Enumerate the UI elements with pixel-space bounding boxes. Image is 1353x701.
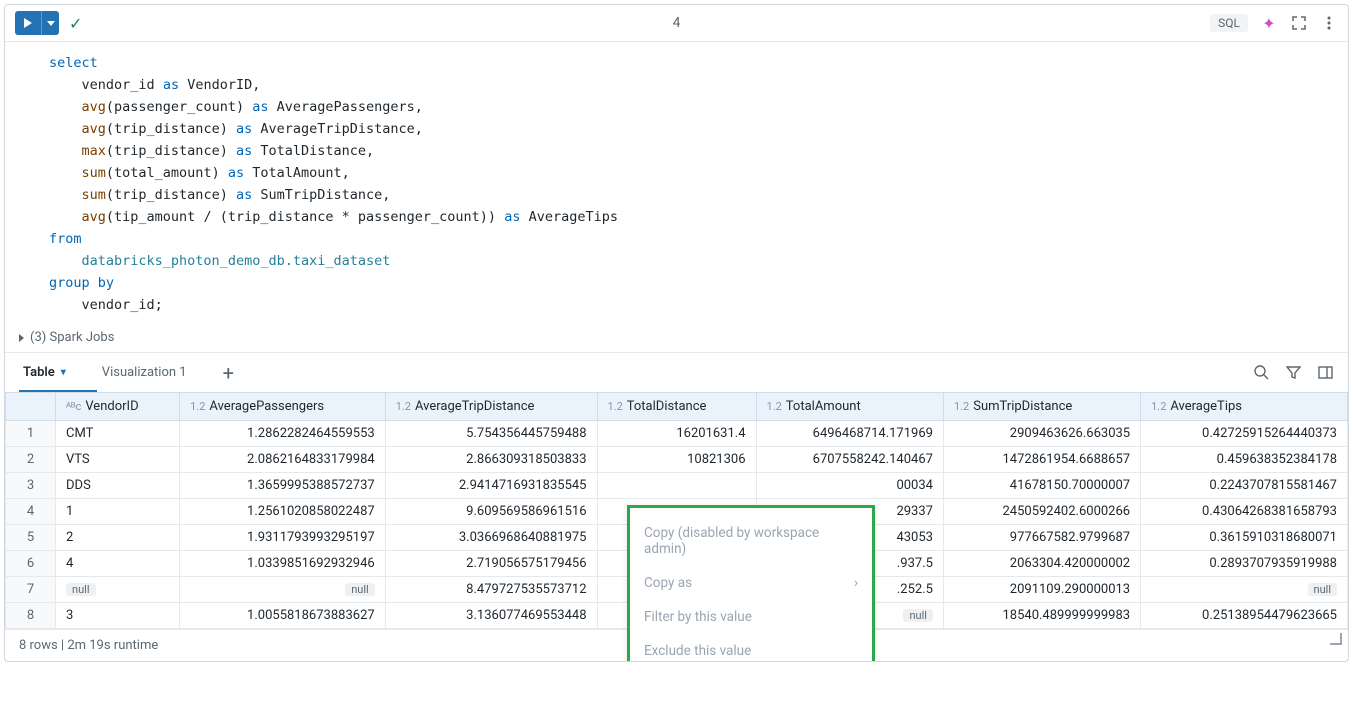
col-sumtripdistance[interactable]: 1.2SumTripDistance [943, 393, 1140, 421]
data-cell[interactable]: 3.0366968640881975 [385, 525, 597, 551]
resize-handle-icon[interactable] [1330, 633, 1342, 645]
kebab-menu-icon[interactable] [1320, 14, 1338, 32]
data-cell[interactable]: 0.25138954479623665 [1141, 603, 1348, 629]
data-cell[interactable]: 0.2243707815581467 [1141, 473, 1348, 499]
data-cell[interactable]: 2.866309318503833 [385, 447, 597, 473]
data-cell[interactable]: 1.9311793993295197 [180, 525, 386, 551]
spark-jobs-toggle[interactable]: (3) Spark Jobs [5, 324, 1348, 352]
data-cell[interactable]: 2 [56, 525, 180, 551]
chevron-down-icon: ▾ [61, 367, 66, 378]
cell-toolbar: ✓ 4 SQL ✦ [5, 5, 1348, 42]
run-button-group [15, 11, 59, 35]
data-cell[interactable]: 977667582.9799687 [943, 525, 1140, 551]
data-cell[interactable]: 6707558242.140467 [756, 447, 943, 473]
data-cell[interactable]: 1.2561020858022487 [180, 499, 386, 525]
context-menu: Copy (disabled by workspace admin) Copy … [627, 505, 875, 662]
menu-copy-disabled: Copy (disabled by workspace admin) [630, 516, 872, 566]
data-cell[interactable]: 1.2862282464559553 [180, 421, 386, 447]
success-check-icon: ✓ [69, 14, 82, 33]
rownum-cell[interactable]: 4 [6, 499, 56, 525]
data-cell[interactable]: 0.459638352384178 [1141, 447, 1348, 473]
data-cell[interactable]: 2.0862164833179984 [180, 447, 386, 473]
data-cell[interactable]: 2091109.290000013 [943, 577, 1140, 603]
data-cell[interactable]: 1.0339851692932946 [180, 551, 386, 577]
col-totalamount[interactable]: 1.2TotalAmount [756, 393, 943, 421]
result-tabs: Table ▾ Visualization 1 + [5, 352, 1348, 392]
data-cell[interactable]: 0.2893707935919988 [1141, 551, 1348, 577]
data-cell[interactable]: 8.479727535573712 [385, 577, 597, 603]
filter-icon[interactable] [1284, 364, 1302, 382]
sql-editor[interactable]: select vendor_id as VendorID, avg(passen… [5, 42, 1348, 324]
data-cell[interactable]: 6496468714.171969 [756, 421, 943, 447]
cell-number: 4 [673, 15, 681, 31]
col-vendorid[interactable]: ᴬᴮcVendorID [56, 393, 180, 421]
spark-jobs-label: (3) Spark Jobs [30, 330, 114, 345]
tab-table-label: Table [23, 365, 55, 380]
rownum-cell[interactable]: 2 [6, 447, 56, 473]
data-cell[interactable]: 5.754356445759488 [385, 421, 597, 447]
data-cell[interactable]: null [1141, 577, 1348, 603]
col-avgtripdistance[interactable]: 1.2AverageTripDistance [385, 393, 597, 421]
data-cell[interactable]: 2909463626.663035 [943, 421, 1140, 447]
run-button[interactable] [15, 11, 41, 35]
data-cell[interactable]: 41678150.70000007 [943, 473, 1140, 499]
data-cell[interactable] [597, 473, 756, 499]
tab-viz1-label: Visualization 1 [102, 365, 187, 380]
data-cell[interactable]: 2.9414716931835545 [385, 473, 597, 499]
data-cell[interactable]: CMT [56, 421, 180, 447]
data-cell[interactable]: null [180, 577, 386, 603]
expand-icon[interactable] [1290, 14, 1308, 32]
add-tab-button[interactable]: + [223, 361, 234, 385]
data-cell[interactable]: 1 [56, 499, 180, 525]
rownum-cell[interactable]: 7 [6, 577, 56, 603]
col-averagetips[interactable]: 1.2AverageTips [1141, 393, 1348, 421]
data-cell[interactable]: 0.42725915264440373 [1141, 421, 1348, 447]
rownum-cell[interactable]: 6 [6, 551, 56, 577]
header-row: ᴬᴮcVendorID 1.2AveragePassengers 1.2Aver… [6, 393, 1348, 421]
data-cell[interactable]: 16201631.4 [597, 421, 756, 447]
caret-right-icon [19, 334, 24, 342]
data-cell[interactable]: 18540.489999999983 [943, 603, 1140, 629]
data-cell[interactable]: 4 [56, 551, 180, 577]
tab-table[interactable]: Table ▾ [19, 353, 70, 392]
rownum-cell[interactable]: 5 [6, 525, 56, 551]
data-cell[interactable]: 1472861954.6688657 [943, 447, 1140, 473]
table-row[interactable]: 1CMT1.28622824645595535.7543564457594881… [6, 421, 1348, 447]
data-cell[interactable]: 0.3615910318680071 [1141, 525, 1348, 551]
table-row[interactable]: 3DDS1.36599953885727372.9414716931835545… [6, 473, 1348, 499]
side-panel-icon[interactable] [1316, 364, 1334, 382]
rownum-cell[interactable]: 8 [6, 603, 56, 629]
rownum-header [6, 393, 56, 421]
rownum-cell[interactable]: 3 [6, 473, 56, 499]
data-cell[interactable]: 2450592402.6000266 [943, 499, 1140, 525]
table-row[interactable]: 2VTS2.08621648331799842.8663093185038331… [6, 447, 1348, 473]
data-cell[interactable]: 3.136077469553448 [385, 603, 597, 629]
data-cell[interactable]: 1.3659995388572737 [180, 473, 386, 499]
menu-copy-as[interactable]: Copy as› [630, 566, 872, 600]
tab-visualization-1[interactable]: Visualization 1 [98, 353, 191, 392]
chevron-right-icon: › [854, 575, 858, 591]
assistant-icon[interactable]: ✦ [1260, 14, 1278, 32]
data-cell[interactable]: 3 [56, 603, 180, 629]
rownum-cell[interactable]: 1 [6, 421, 56, 447]
data-cell[interactable]: VTS [56, 447, 180, 473]
data-cell[interactable]: 00034 [756, 473, 943, 499]
run-dropdown[interactable] [41, 11, 59, 35]
data-cell[interactable]: null [56, 577, 180, 603]
col-totaldistance[interactable]: 1.2TotalDistance [597, 393, 756, 421]
search-icon[interactable] [1252, 364, 1270, 382]
data-cell[interactable]: DDS [56, 473, 180, 499]
col-avgpassengers[interactable]: 1.2AveragePassengers [180, 393, 386, 421]
data-cell[interactable]: 2.719056575179456 [385, 551, 597, 577]
data-cell[interactable]: 1.0055818673883627 [180, 603, 386, 629]
language-badge[interactable]: SQL [1210, 14, 1248, 32]
data-cell[interactable]: 0.43064268381658793 [1141, 499, 1348, 525]
menu-exclude-value[interactable]: Exclude this value [630, 634, 872, 662]
data-cell[interactable]: 9.609569586961516 [385, 499, 597, 525]
data-cell[interactable]: 2063304.420000002 [943, 551, 1140, 577]
data-cell[interactable]: 10821306 [597, 447, 756, 473]
menu-filter-value[interactable]: Filter by this value [630, 600, 872, 634]
